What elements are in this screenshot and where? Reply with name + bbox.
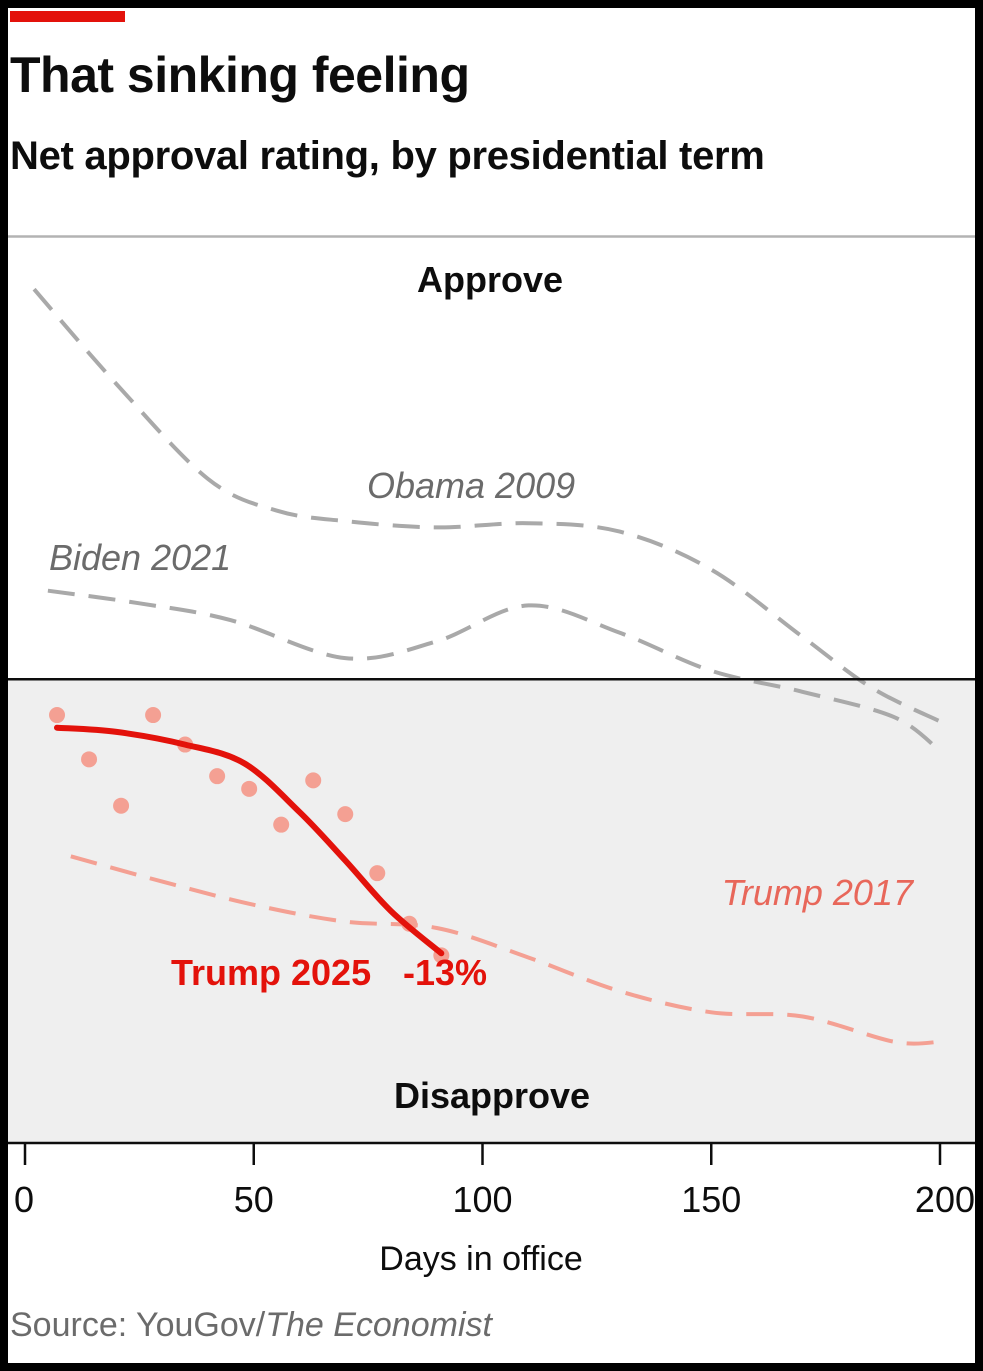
trump-2025-poll-point [81,751,98,768]
trump-2025-poll-point [337,806,354,823]
net-approval-chart: Approve Disapprove Obama 2009 Biden 2021 T… [8,235,975,1278]
approve-region-label: Approve [417,259,563,300]
series-layer [32,287,942,1046]
disapprove-region [8,679,975,1143]
series-labels: Obama 2009 Biden 2021 Trump 2017 Trump 2025… [49,465,915,993]
trump-2025-end-value-label: -13% [403,952,487,993]
trump-2025-line [54,724,445,957]
trump-2025-label: Trump 2025 [171,952,371,993]
trump-2025-poll-point [113,797,130,814]
trump-2017-line [70,854,941,1046]
chart-title: That sinking feeling [10,47,470,103]
x-tick-label: 0 [14,1179,34,1220]
brand-accent-bar [10,11,125,22]
x-axis: 0 50 100 150 200 [14,1143,975,1220]
trump-2025-poll-point [209,768,226,785]
trump-2025-poll-point [273,816,290,833]
x-tick-label: 200 [915,1179,975,1220]
biden-2021-line [47,588,942,753]
source-note: Source: YouGov/The Economist [10,1306,492,1345]
chart-subtitle: Net approval rating, by presidential ter… [10,134,765,178]
trump-2017-label: Trump 2017 [722,872,915,913]
trump-2025-poll-point [305,772,322,789]
source-prefix: Source: YouGov/ [10,1306,266,1344]
disapprove-region-label: Disapprove [394,1075,590,1116]
chart-card: That sinking feeling Net approval rating… [8,8,975,1363]
trump-2025-poll-point [145,707,162,724]
obama-2009-label: Obama 2009 [367,465,575,506]
source-publication: The Economist [265,1306,492,1344]
x-axis-title: Days in office [379,1240,582,1278]
obama-2009-line [32,287,941,724]
trump-2025-poll-point [369,865,386,882]
x-tick-label: 150 [681,1179,741,1220]
x-tick-label: 50 [234,1179,274,1220]
x-tick-label: 100 [452,1179,512,1220]
biden-2021-label: Biden 2021 [49,537,231,578]
trump-2025-poll-point [241,780,258,797]
trump-2025-poll-point [49,707,66,724]
